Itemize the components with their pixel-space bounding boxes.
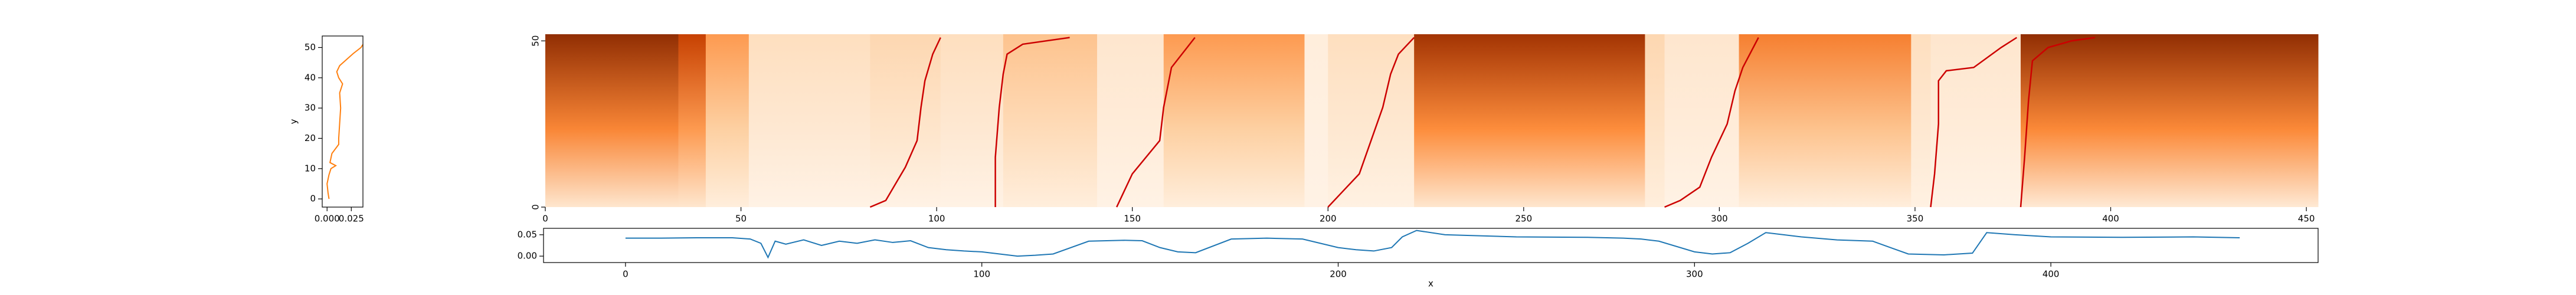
x-tick-label: 0	[623, 269, 629, 280]
heat-block	[1739, 34, 1911, 207]
x-tick-label: 450	[2298, 214, 2315, 224]
heat-block	[1117, 34, 1164, 207]
heat-block	[1930, 34, 2021, 207]
warp-path	[1664, 37, 1759, 208]
heat-block	[870, 34, 941, 207]
axes-frame	[322, 35, 364, 208]
x-tick-label: 300	[1711, 214, 1728, 224]
line	[625, 230, 2240, 259]
y-tick-label: 30	[305, 103, 316, 113]
y-tick-label: 50	[531, 35, 541, 47]
warp-path	[1327, 37, 1415, 208]
heat-block	[1911, 34, 1931, 207]
x-tick-label: 50	[735, 214, 747, 224]
heat-block	[1003, 34, 1098, 207]
y-tick-label: 50	[305, 42, 316, 53]
warp-path	[994, 37, 1070, 207]
y-axis-label: y	[289, 119, 299, 124]
x-tick-label: 100	[928, 214, 945, 224]
heat-block	[1304, 34, 1328, 207]
heat-block	[748, 34, 870, 207]
x-tick-label: 350	[1907, 214, 1924, 224]
x-tick-label: 400	[2043, 269, 2060, 280]
y-tick-label: 10	[305, 163, 316, 173]
heat-block	[1163, 34, 1305, 207]
heat-block	[705, 34, 749, 207]
heat-block	[1414, 34, 1645, 207]
heat-block	[1664, 34, 1740, 207]
y-tick-label: 0	[310, 194, 316, 204]
heat-block	[1328, 34, 1415, 207]
warp-path	[1930, 37, 2018, 208]
profile-line	[326, 44, 364, 199]
heat-block	[1097, 34, 1117, 207]
x-tick-label: 150	[1124, 214, 1141, 224]
x-tick-label: 250	[1516, 214, 1533, 224]
heat-block	[1645, 34, 1665, 207]
heat-block	[678, 34, 706, 207]
x-tick-label: 100	[973, 269, 990, 280]
x-tick-label: 0.000	[315, 214, 340, 224]
y-tick-label: 0.05	[518, 229, 537, 240]
warp-path	[1116, 37, 1196, 208]
x-tick-label: 200	[1320, 214, 1337, 224]
x-tick-label: 200	[1330, 269, 1347, 280]
heat-block	[545, 34, 679, 207]
x-tick-label: 400	[2102, 214, 2119, 224]
y-tick-label: 20	[305, 133, 316, 143]
y-tick-label: 0	[531, 204, 541, 210]
x-tick-label: 300	[1686, 269, 1703, 280]
x-axis-label: x	[1428, 278, 1433, 289]
y-tick-label: 40	[305, 72, 316, 83]
warp-path	[869, 37, 941, 208]
y-tick-label: 0.00	[518, 251, 537, 261]
x-tick-label: 0	[542, 214, 548, 224]
x-tick-label: 0.025	[339, 214, 364, 224]
warp-path	[2019, 37, 2096, 208]
heat-block	[940, 34, 1004, 207]
axes-frame	[543, 228, 2319, 263]
heat-block	[2021, 34, 2319, 207]
